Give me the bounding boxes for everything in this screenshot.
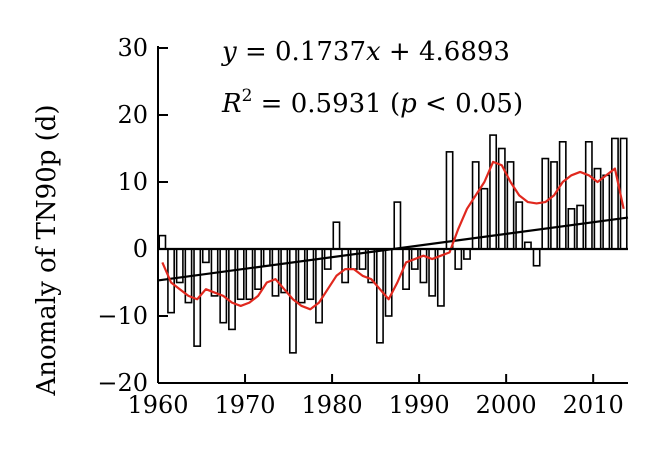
y-tick-label: 20 [117,101,148,129]
bar-2012 [611,137,619,250]
r-squared-annotation: R2 = 0.5931 (p < 0.05) [221,86,523,119]
x-tick-label: 2000 [476,391,537,419]
y-tick-label: 30 [117,34,148,62]
bar-2007 [567,208,576,250]
y-tick-label: −10 [97,302,148,330]
x-tick-label: 1990 [389,391,450,419]
bar-2004 [541,157,550,250]
y-tick-label: 10 [117,168,148,196]
bar-2005 [550,161,558,250]
bar-2003 [532,248,541,267]
bar-1985 [376,248,384,344]
bar-1980 [332,221,341,250]
bar-1967 [219,248,228,324]
bar-1965 [201,248,210,264]
bar-1971 [254,248,263,291]
bar-1960 [158,234,167,250]
y-tick-label: 0 [133,235,148,263]
bar-2009 [584,141,593,250]
bar-1997 [480,187,489,250]
bar-1994 [454,248,463,270]
bar-1973 [271,248,280,297]
x-tick-label: 1970 [214,391,275,419]
regression-equation: y = 0.1737x + 4.6893 [221,37,510,67]
bar-2001 [515,201,524,250]
bar-1993 [445,151,454,250]
bar-1977 [306,248,315,301]
x-tick-label: 1980 [302,391,363,419]
smoothed-line [161,160,625,311]
bar-2011 [602,174,611,250]
bar-1969 [236,248,245,301]
bar-1990 [419,248,428,284]
bar-1986 [384,248,393,317]
bar-1968 [228,248,236,331]
bar-1970 [245,248,254,301]
bar-1976 [297,248,306,304]
bar-1998 [489,134,498,250]
x-tick-label: 1960 [127,391,188,419]
bar-1995 [463,248,471,260]
bar-series [158,134,628,354]
bar-2008 [576,204,585,250]
bar-1991 [428,248,437,297]
bar-2006 [558,141,567,250]
x-tick-label: 2010 [563,391,624,419]
y-tick-label: −20 [97,369,148,397]
bar-1972 [262,248,271,267]
axes: −20 −10 0 10 20 30 1960 1970 1980 1990 2000 2010 [97,34,628,419]
bar-1987 [393,201,402,250]
bar-2000 [506,161,515,250]
y-axis-label: Anomaly of TN90p (d) [32,104,62,396]
bar-1996 [471,161,480,250]
bar-1982 [349,248,358,270]
